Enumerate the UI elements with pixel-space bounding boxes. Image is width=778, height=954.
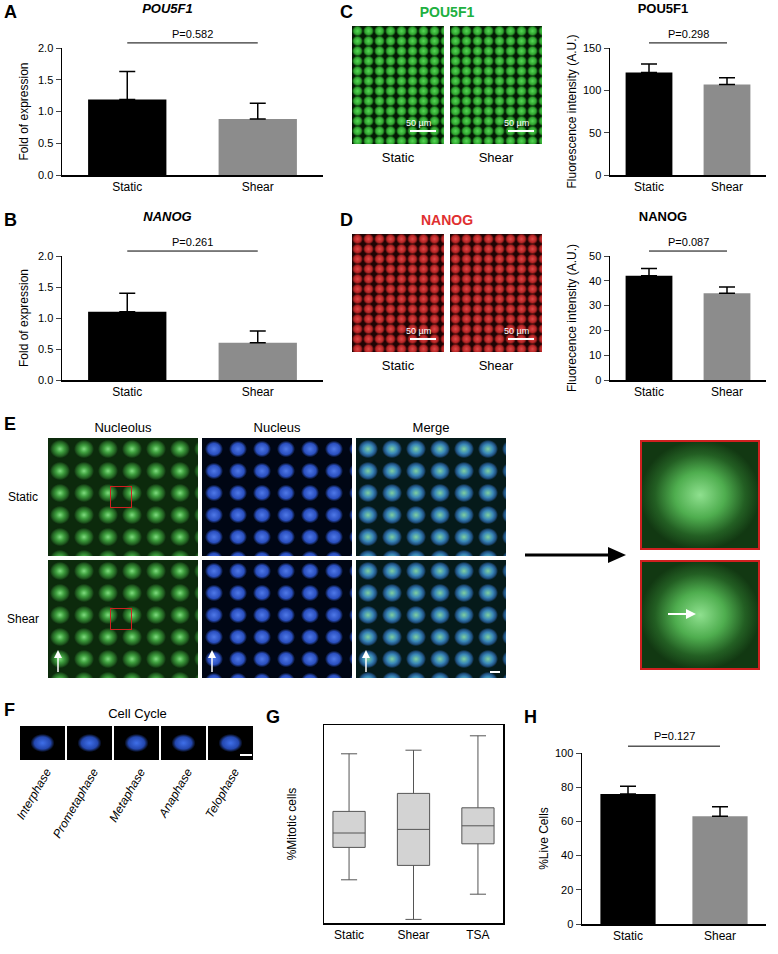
svg-text:P=0.261: P=0.261: [172, 236, 213, 248]
html-text:50 µm: 50 µm: [504, 118, 530, 128]
svg-text:0: 0: [567, 918, 573, 930]
html-text:Shear: Shear: [478, 150, 514, 165]
svg-text:40: 40: [589, 275, 601, 287]
html-text:D: D: [340, 210, 353, 230]
svg-text:NANOG: NANOG: [639, 209, 687, 224]
html-text:Static: Static: [381, 150, 415, 165]
svg-text:50: 50: [589, 250, 601, 262]
svg-text:0.0: 0.0: [38, 169, 53, 181]
html-text:B: B: [4, 210, 17, 230]
svg-text:NANOG: NANOG: [143, 209, 191, 224]
svg-text:Fluorecence intensity (A.U.): Fluorecence intensity (A.U.): [565, 244, 579, 392]
svg-text:Fold of expression: Fold of expression: [17, 269, 31, 367]
html-text:Interphase: Interphase: [13, 766, 55, 823]
svg-text:Static: Static: [112, 180, 142, 194]
svg-text:Static: Static: [112, 385, 142, 399]
svg-text:Shear: Shear: [711, 385, 743, 399]
svg-text:20: 20: [589, 324, 601, 336]
html-text:50 µm: 50 µm: [504, 326, 530, 336]
svg-text:Static: Static: [334, 928, 364, 942]
svg-text:Shear: Shear: [242, 180, 274, 194]
svg-text:P=0.127: P=0.127: [654, 730, 695, 742]
html-text:Merge: Merge: [412, 420, 450, 435]
svg-text:P=0.298: P=0.298: [668, 28, 709, 40]
svg-text:Shear: Shear: [711, 180, 743, 194]
svg-text:Static: Static: [613, 929, 643, 943]
html-text:Nucleolus: Nucleolus: [94, 420, 152, 435]
html-text:Static: Static: [8, 490, 38, 504]
svg-text:Shear: Shear: [242, 385, 274, 399]
html-text:50 µm: 50 µm: [406, 118, 432, 128]
svg-text:60: 60: [561, 815, 573, 827]
html-text:H: H: [524, 707, 537, 727]
svg-text:1.5: 1.5: [38, 281, 53, 293]
svg-text:100: 100: [583, 84, 601, 96]
svg-text:150: 150: [583, 42, 601, 54]
html-text:E: E: [4, 414, 16, 434]
svg-text:2.0: 2.0: [38, 250, 53, 262]
svg-text:80: 80: [561, 781, 573, 793]
svg-text:1.0: 1.0: [38, 312, 53, 324]
svg-text:%Live Cells: %Live Cells: [537, 807, 551, 870]
html-text:Nucleus: Nucleus: [253, 420, 301, 435]
svg-text:0.5: 0.5: [38, 343, 53, 355]
html-text:Shear: Shear: [7, 612, 39, 626]
svg-text:0.5: 0.5: [38, 137, 53, 149]
svg-text:POU5F1: POU5F1: [142, 1, 193, 16]
svg-text:Fold of expression: Fold of expression: [17, 62, 31, 160]
svg-text:P=0.087: P=0.087: [668, 236, 709, 248]
svg-text:100: 100: [555, 747, 573, 759]
svg-text:POU5F1: POU5F1: [638, 1, 689, 16]
svg-text:10: 10: [589, 349, 601, 361]
html-text:Static: Static: [381, 358, 415, 373]
svg-text:Shear: Shear: [397, 928, 429, 942]
svg-text:1.0: 1.0: [38, 105, 53, 117]
svg-text:%Mitotic cells: %Mitotic cells: [285, 788, 299, 861]
html-text:F: F: [4, 700, 15, 720]
svg-text:2.0: 2.0: [38, 42, 53, 54]
svg-text:Static: Static: [634, 180, 664, 194]
svg-text:Static: Static: [634, 385, 664, 399]
html-text:50 µm: 50 µm: [406, 326, 432, 336]
svg-text:P=0.582: P=0.582: [172, 28, 213, 40]
svg-text:Shear: Shear: [704, 929, 736, 943]
svg-text:0: 0: [595, 374, 601, 386]
svg-text:0.0: 0.0: [38, 374, 53, 386]
html-text:NANOG: NANOG: [420, 212, 474, 228]
svg-text:TSA: TSA: [466, 928, 489, 942]
html-text:POU5F1: POU5F1: [419, 4, 475, 20]
html-text:Shear: Shear: [478, 358, 514, 373]
html-text:Anaphase: Anaphase: [156, 766, 196, 820]
svg-text:30: 30: [589, 299, 601, 311]
html-text:Cell Cycle: Cell Cycle: [108, 706, 167, 721]
svg-text:50: 50: [589, 127, 601, 139]
html-text:C: C: [340, 2, 353, 22]
html-text:A: A: [4, 2, 17, 22]
svg-text:0: 0: [595, 169, 601, 181]
svg-text:20: 20: [561, 884, 573, 896]
svg-text:Fluorescence intensity (A.U.): Fluorescence intensity (A.U.): [565, 34, 579, 188]
html-text:Prometaphase: Prometaphase: [50, 766, 102, 841]
svg-text:1.5: 1.5: [38, 74, 53, 86]
html-text:Telophase: Telophase: [202, 766, 243, 821]
html-text:G: G: [266, 707, 280, 727]
svg-text:40: 40: [561, 849, 573, 861]
html-text:Metaphase: Metaphase: [106, 766, 149, 825]
